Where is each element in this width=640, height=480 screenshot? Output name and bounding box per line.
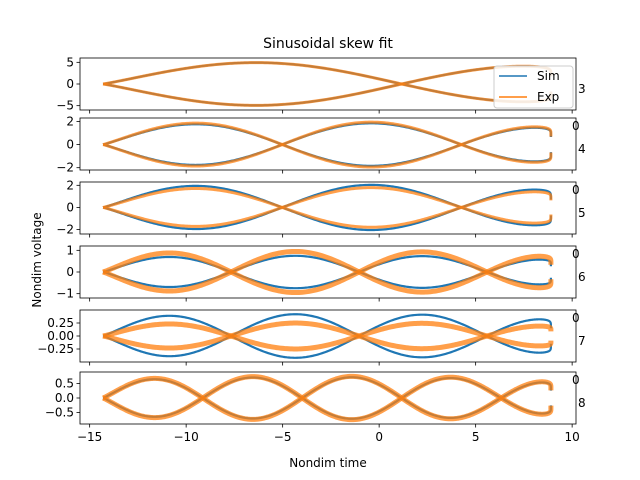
clipped-corner-label-8: 0 [572,373,580,387]
subplot-3-plot-area [101,61,553,107]
series-exp-branch-2-panel-7 [100,320,554,352]
chart-title: Sinusoidal skew fit [263,36,393,52]
legend: Sim Exp [493,65,574,109]
x-tick-label-4: 5 [472,430,480,444]
subplot-6: −1 0 1 6 0 [56,243,586,302]
subplot-4-frame [79,117,577,171]
x-tick-label-0: −15 [77,430,102,444]
subplot-5: −2 0 2 5 0 [56,178,586,238]
y-tick-label-5-2: 2 [66,178,74,192]
subplot-4-plot-area [101,120,553,169]
legend-box [493,65,574,109]
y-tick-label-4-0: −2 [56,161,74,175]
clipped-corner-label-4: 0 [572,119,580,133]
subplot-stack: −5053−20240−20250−10160−0.250.000.2570−0… [37,55,585,444]
series-exp-branch-2-panel-5 [101,186,553,228]
series-exp-branch-2-panel-4 [101,120,553,168]
series-sim-branch-2-panel-7 [102,313,553,359]
y-tick-label-3-0: −5 [56,99,74,113]
subplot-4: −2 0 2 4 0 [56,114,585,174]
clipped-corner-label-6: 0 [572,247,580,261]
y-axis-label: Nondim voltage [30,212,44,307]
y-tick-label-5-0: −2 [56,223,74,237]
y-tick-label-8-0: −0.5 [45,405,74,419]
y-tick-label-3-1: 0 [66,77,74,91]
y-tick-label-8-2: 0.5 [55,377,74,391]
side-label-4: 4 [578,142,586,156]
side-label-8: 8 [578,396,586,410]
y-tick-label-8-1: 0.0 [55,391,74,405]
subplot-5-plot-area [101,183,553,232]
subplot-7-plot-area [100,313,554,359]
x-tick-label-1: −10 [173,430,198,444]
side-label-3: 3 [578,82,586,96]
y-tick-label-7-2: 0.25 [47,316,74,330]
series-exp-branch-1-panel-5 [101,187,553,229]
subplot-5-frame [79,181,577,235]
series-exp-branch-1-panel-4 [101,121,553,169]
side-label-5: 5 [578,206,586,220]
series-exp-branch-2-panel-8 [100,374,554,423]
y-tick-label-6-1: 0 [66,265,74,279]
legend-sim-label: Sim [537,69,560,83]
x-axis-label: Nondim time [289,456,367,470]
y-tick-label-4-1: 0 [66,138,74,152]
subplot-8: −0.50.00.5 8 0 [45,371,586,428]
subplot-7: −0.250.000.25 7 0 [37,309,586,366]
y-tick-label-7-1: 0.00 [47,329,74,343]
y-tick-label-6-0: −1 [56,287,74,301]
y-tick-label-5-1: 0 [66,200,74,214]
y-tick-label-7-0: −0.25 [37,342,74,356]
series-exp-branch-1-panel-6 [100,249,554,296]
x-tick-label-2: −5 [274,430,292,444]
y-tick-label-4-2: 2 [66,114,74,128]
y-tick-label-6-2: 1 [66,243,74,257]
series-sim-branch-1-panel-7 [102,313,553,359]
subplot-6-plot-area [100,248,554,296]
series-exp-branch-1-panel-7 [100,320,554,352]
series-exp-branch-2-panel-6 [100,248,554,295]
legend-exp-label: Exp [537,90,559,104]
side-label-7: 7 [578,334,586,348]
clipped-corner-label-5: 0 [572,183,580,197]
x-tick-label-3: 0 [375,430,383,444]
y-tick-label-3-2: 5 [66,55,74,69]
series-exp-branch-1-panel-8 [100,373,554,422]
subplot-8-plot-area [100,373,554,423]
clipped-corner-label-7: 0 [572,311,580,325]
x-tick-label-5: 10 [564,430,579,444]
side-label-6: 6 [578,270,586,284]
